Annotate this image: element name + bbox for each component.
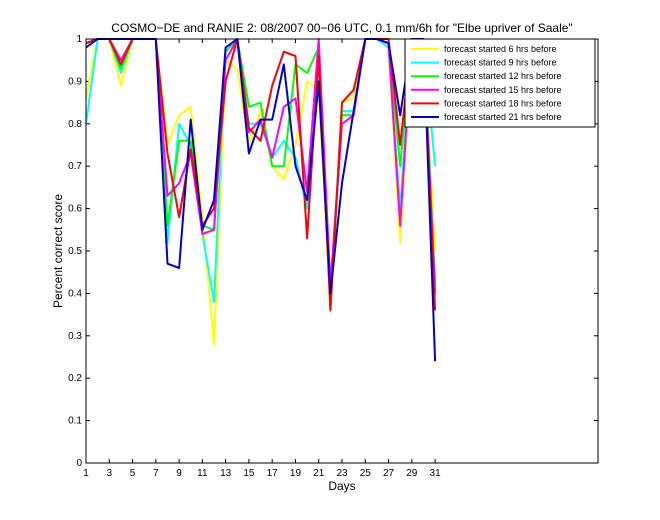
x-tick-label: 7 [153, 468, 159, 479]
x-axis-label: Days [328, 479, 355, 493]
x-tick-label: 13 [220, 468, 232, 479]
x-tick-label: 29 [406, 468, 418, 479]
y-tick-label: 0.6 [68, 204, 82, 215]
x-tick-label: 9 [176, 468, 182, 479]
x-tick-label: 19 [290, 468, 302, 479]
y-tick-label: 0.9 [68, 76, 82, 87]
x-tick-label: 17 [267, 468, 279, 479]
legend-entry: forecast started 9 hrs before [444, 58, 557, 68]
y-tick-label: 0.7 [68, 161, 82, 172]
y-tick-label: 0.5 [68, 246, 82, 257]
x-tick-label: 31 [430, 468, 442, 479]
legend-entry: forecast started 21 hrs before [444, 112, 562, 122]
x-tick-label: 25 [360, 468, 372, 479]
x-tick-label: 5 [130, 468, 136, 479]
plot-frame [85, 38, 599, 464]
x-tick-label: 1 [83, 468, 89, 479]
legend-entry: forecast started 18 hrs before [444, 98, 562, 108]
y-tick-label: 0 [76, 458, 82, 469]
y-tick-label: 0.1 [68, 416, 82, 427]
y-axis-label: Percent correct score [51, 194, 65, 308]
x-tick-label: 23 [336, 468, 348, 479]
y-axis: 0 0.1 0.2 0.3 0.4 0.5 0.6 0.7 0.8 0.9 1 [68, 34, 598, 469]
y-tick-label: 0.3 [68, 331, 82, 342]
x-tick-label: 15 [243, 468, 255, 479]
legend: forecast started 6 hrs before forecast st… [404, 38, 596, 128]
x-tick-label: 27 [383, 468, 395, 479]
legend-box [404, 38, 596, 128]
x-tick-label: 11 [197, 468, 208, 479]
legend-entry: forecast started 6 hrs before [444, 44, 557, 54]
legend-entry: forecast started 15 hrs before [444, 85, 562, 95]
x-tick-label: 3 [106, 468, 112, 479]
x-axis: 1 3 5 7 9 11 13 15 17 19 21 23 25 27 29 31 [83, 39, 441, 479]
y-tick-label: 0.2 [68, 373, 82, 384]
y-tick-label: 0.8 [68, 119, 82, 130]
y-tick-label: 1 [76, 34, 82, 45]
legend-entry: forecast started 12 hrs before [444, 71, 562, 81]
y-tick-label: 0.4 [68, 288, 82, 299]
chart-title: COSMO−DE and RANIE 2: 08/2007 00−06 UTC,… [111, 21, 572, 35]
x-tick-label: 21 [313, 468, 325, 479]
